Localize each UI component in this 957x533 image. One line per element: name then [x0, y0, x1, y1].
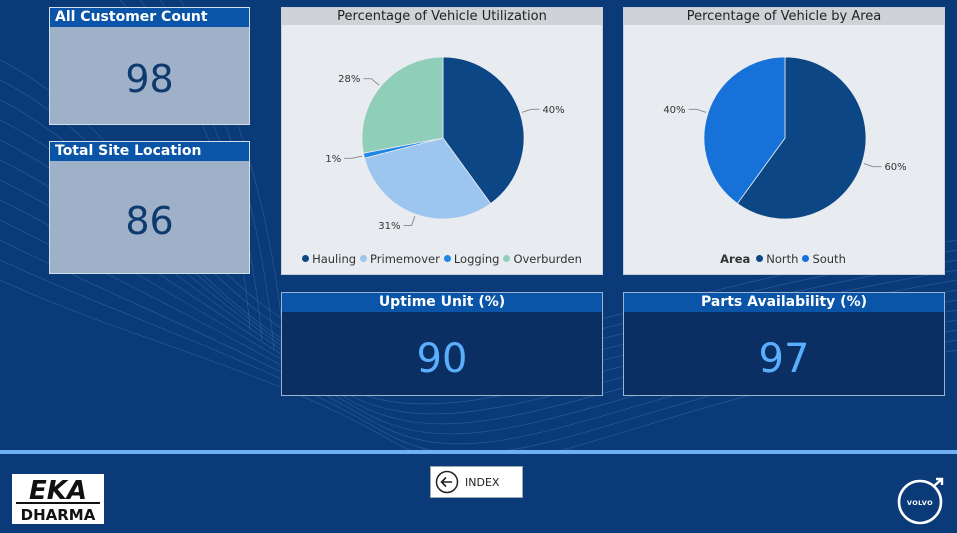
- utilization-data-label: 1%: [325, 154, 341, 165]
- customer-count-title: All Customer Count: [50, 8, 249, 27]
- area-slice-north[interactable]: [736, 56, 867, 220]
- parts-card: Parts Availability (%) 97: [623, 292, 945, 396]
- utilization-legend-label: Hauling: [312, 252, 357, 266]
- area-leader-line: [688, 108, 707, 113]
- uptime-title: Uptime Unit (%): [282, 293, 602, 312]
- volvo-logo: VOLVO: [897, 477, 944, 525]
- index-button[interactable]: INDEX: [430, 466, 523, 498]
- utilization-slice-primemover[interactable]: [364, 137, 492, 220]
- legend-dot-icon: [443, 255, 451, 262]
- index-button-label: INDEX: [465, 475, 500, 489]
- uptime-value: 90: [416, 336, 468, 382]
- utilization-legend-item[interactable]: Overburden: [503, 252, 582, 266]
- area-chart-title: Percentage of Vehicle by Area: [624, 8, 944, 25]
- area-legend-title: Area: [720, 252, 751, 266]
- utilization-legend-label: Overburden: [513, 252, 582, 266]
- legend-dot-icon: [503, 255, 511, 262]
- site-location-card: Total Site Location 86: [49, 141, 250, 274]
- legend-dot-icon: [802, 255, 810, 262]
- utilization-data-label: 28%: [338, 74, 360, 85]
- eka-dharma-logo: EKA DHARMA: [12, 474, 104, 524]
- utilization-chart-title: Percentage of Vehicle Utilization: [282, 8, 602, 25]
- customer-count-value: 98: [125, 57, 174, 101]
- area-pie-chart: 60% 40%: [663, 56, 907, 220]
- parts-title: Parts Availability (%): [624, 293, 944, 312]
- utilization-chart-card: Percentage of Vehicle Utilization 40% 31%…: [281, 7, 603, 275]
- utilization-leader-line: [521, 108, 540, 113]
- utilization-leader-line: [403, 215, 416, 226]
- customer-count-card: All Customer Count 98: [49, 7, 250, 125]
- utilization-slice-overburden[interactable]: [361, 56, 444, 154]
- uptime-card: Uptime Unit (%) 90: [281, 292, 603, 396]
- area-data-label: 60%: [884, 162, 906, 173]
- site-location-value: 86: [125, 199, 174, 243]
- utilization-data-label: 31%: [378, 221, 400, 232]
- volvo-wordmark: VOLVO: [907, 499, 933, 507]
- utilization-legend-item[interactable]: Hauling: [302, 252, 356, 266]
- logo-line2: DHARMA: [21, 506, 96, 524]
- area-legend-item[interactable]: North: [756, 252, 798, 266]
- utilization-legend-item[interactable]: Primemover: [360, 252, 440, 266]
- utilization-pie-chart: 40% 31% 1% 28%: [325, 56, 565, 232]
- utilization-legend: Hauling Primemover Logging Overburden: [282, 252, 602, 266]
- area-legend-item[interactable]: South: [802, 252, 846, 266]
- parts-value: 97: [758, 336, 810, 382]
- area-chart-card: Percentage of Vehicle by Area 60% 40% Are…: [623, 7, 945, 275]
- utilization-legend-label: Logging: [453, 252, 500, 266]
- area-data-label: 40%: [663, 105, 685, 116]
- legend-dot-icon: [302, 255, 310, 262]
- legend-dot-icon: [756, 255, 764, 262]
- utilization-slice-hauling[interactable]: [442, 56, 525, 205]
- utilization-data-label: 40%: [542, 105, 564, 116]
- utilization-leader-line: [363, 78, 380, 86]
- arrow-left-icon: [435, 470, 459, 494]
- area-leader-line: [863, 163, 882, 168]
- utilization-legend-label: Primemover: [370, 252, 440, 266]
- legend-dot-icon: [360, 255, 368, 262]
- area-slice-south[interactable]: [703, 56, 786, 205]
- area-legend-label: South: [812, 252, 846, 266]
- utilization-legend-item[interactable]: Logging: [443, 252, 500, 266]
- logo-line1: EKA: [29, 476, 87, 506]
- utilization-leader-line: [344, 155, 363, 159]
- site-location-title: Total Site Location: [50, 142, 249, 161]
- area-legend: Area North South: [624, 252, 944, 266]
- footer-divider: [0, 450, 957, 454]
- area-legend-label: North: [766, 252, 799, 266]
